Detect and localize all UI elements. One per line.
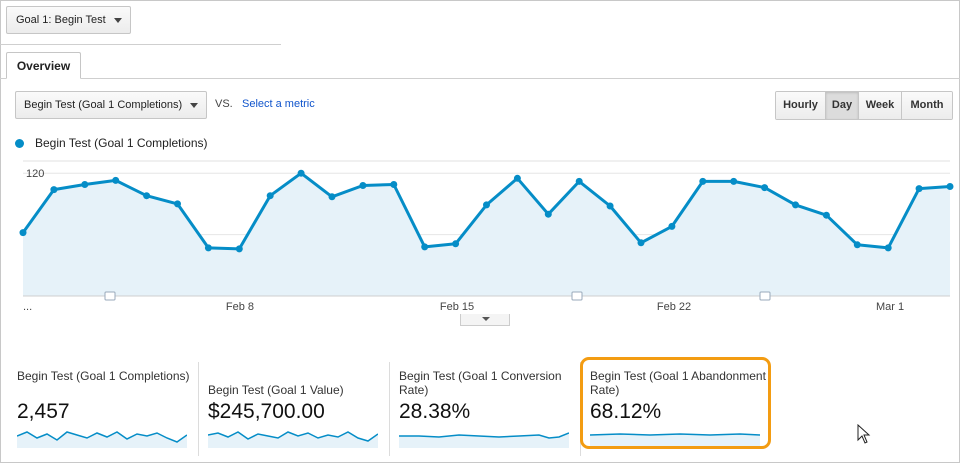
data-point — [575, 177, 583, 185]
data-point — [792, 201, 799, 209]
data-point — [359, 182, 367, 189]
sparkline-icon — [590, 433, 760, 448]
sparkline-icon — [208, 431, 378, 448]
scorecard-abandonment-rate[interactable]: Begin Test (Goal 1 Abandonment Rate) 68.… — [580, 362, 770, 456]
data-point — [606, 202, 614, 210]
granularity-month-button[interactable]: Month — [902, 92, 952, 119]
data-point — [143, 192, 151, 200]
data-point — [483, 201, 490, 209]
tab-top-divider — [0, 44, 281, 45]
annotation-marker-icon — [104, 291, 116, 301]
scorecard-value: 28.38% — [399, 400, 471, 423]
y-tick-label: 120 — [26, 168, 44, 180]
data-point — [946, 183, 954, 190]
granularity-hourly-button[interactable]: Hourly — [776, 92, 826, 119]
scorecard-value-card[interactable]: Begin Test (Goal 1 Value) $245,700.00 — [198, 362, 388, 456]
chart-expand-handle[interactable] — [460, 314, 510, 326]
legend-series-label: Begin Test (Goal 1 Completions) — [35, 136, 208, 150]
x-tick-label: Feb 8 — [226, 301, 254, 313]
data-point — [50, 186, 58, 194]
sparkline-icon — [17, 431, 187, 448]
x-tick-label: Feb 15 — [440, 301, 474, 313]
tab-overview-label: Overview — [16, 59, 71, 73]
data-point — [19, 229, 27, 237]
goal-selector-dropdown[interactable]: Goal 1: Begin Test — [6, 6, 131, 34]
x-tick-label: Feb 22 — [657, 301, 691, 313]
chevron-down-icon — [114, 18, 122, 23]
data-point — [452, 240, 460, 248]
metric-selector-dropdown[interactable]: Begin Test (Goal 1 Completions) — [15, 91, 207, 119]
x-tick-label: Mar 1 — [876, 301, 904, 313]
annotation-marker-icon — [571, 291, 583, 301]
granularity-toggle: Hourly Day Week Month — [775, 91, 953, 120]
chevron-down-icon — [190, 103, 198, 108]
data-point — [328, 193, 336, 201]
data-point — [513, 174, 521, 182]
annotation-marker-icon — [759, 291, 771, 301]
data-point — [761, 184, 769, 192]
data-point — [822, 211, 830, 219]
series-dot-icon — [15, 138, 24, 148]
x-tick-label: ... — [23, 301, 32, 313]
granularity-day-button[interactable]: Day — [826, 92, 859, 119]
scorecard-value: 68.12% — [590, 400, 662, 423]
scorecard-label: Begin Test (Goal 1 Value) — [208, 383, 344, 397]
data-point — [637, 239, 645, 247]
sparkline-icon — [399, 432, 569, 448]
data-point — [81, 181, 89, 188]
card-divider — [389, 362, 390, 456]
goal-selector-label: Goal 1: Begin Test — [16, 14, 106, 26]
data-point — [421, 243, 429, 251]
scorecard-label: Begin Test (Goal 1 Abandonment Rate) — [590, 369, 766, 397]
data-point — [915, 185, 923, 193]
scorecard-conversion-rate[interactable]: Begin Test (Goal 1 Conversion Rate) 28.3… — [389, 362, 579, 456]
data-point — [112, 176, 120, 184]
card-divider — [198, 362, 199, 456]
scorecard-label: Begin Test (Goal 1 Completions) — [17, 369, 190, 383]
data-point — [266, 192, 274, 200]
tab-overview[interactable]: Overview — [6, 52, 81, 79]
chevron-down-icon — [482, 317, 490, 321]
scorecards-row: Begin Test (Goal 1 Completions) 2,457 Be… — [0, 356, 960, 456]
chart-legend: Begin Test (Goal 1 Completions) — [15, 136, 208, 150]
metric-selector-label: Begin Test (Goal 1 Completions) — [24, 99, 183, 111]
select-metric-link[interactable]: Select a metric — [242, 98, 315, 110]
data-point — [174, 200, 181, 208]
data-point — [884, 244, 892, 252]
tab-divider — [0, 78, 960, 79]
mouse-cursor-icon — [857, 424, 871, 444]
series-area — [23, 173, 950, 296]
data-point — [204, 244, 212, 252]
data-point — [390, 181, 398, 188]
vs-label: VS. — [215, 98, 233, 110]
scorecard-label: Begin Test (Goal 1 Conversion Rate) — [399, 369, 562, 397]
scorecard-completions[interactable]: Begin Test (Goal 1 Completions) 2,457 — [17, 362, 197, 456]
data-point — [297, 169, 305, 177]
data-point — [730, 177, 738, 185]
granularity-week-button[interactable]: Week — [859, 92, 902, 119]
data-point — [853, 241, 861, 249]
highlight-outline — [580, 357, 771, 449]
scorecard-value: $245,700.00 — [208, 400, 325, 423]
data-point — [235, 245, 243, 253]
data-point — [544, 210, 552, 218]
data-point — [699, 177, 707, 185]
data-point — [668, 222, 676, 230]
scorecard-value: 2,457 — [17, 400, 70, 423]
